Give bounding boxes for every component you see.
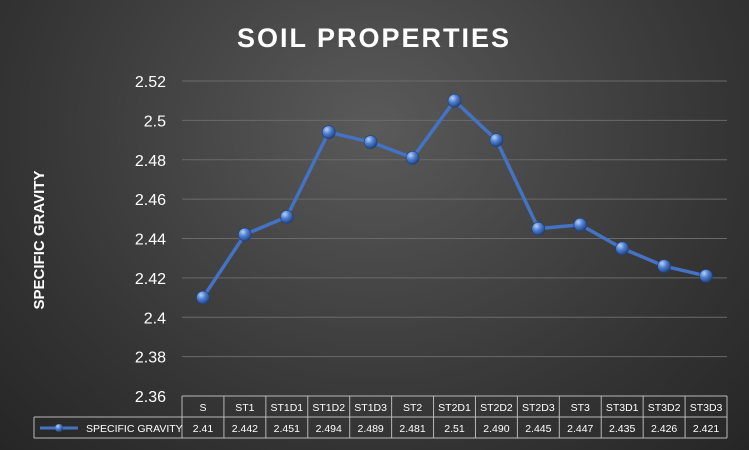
y-tick-label: 2.44 xyxy=(135,232,166,249)
data-value-label: 2.451 xyxy=(274,423,300,435)
category-label: ST2 xyxy=(403,402,422,414)
data-table: S 2.41 ST1 2.442 ST1D1 2.451 ST1D2 2.494 ST1D3 2.… xyxy=(33,395,728,439)
data-value-label: 2.41 xyxy=(193,423,214,435)
data-point xyxy=(196,290,210,305)
gridlines xyxy=(182,80,727,397)
category-label: ST3 xyxy=(571,402,590,414)
category-label: ST2D3 xyxy=(522,402,555,414)
category-label: ST3D3 xyxy=(690,402,723,414)
data-point xyxy=(280,210,294,224)
data-value-label: 2.489 xyxy=(358,423,384,435)
data-point xyxy=(531,221,546,236)
data-value-label: 2.51 xyxy=(444,423,465,435)
category-label: S xyxy=(199,402,206,414)
y-tick-label: 2.36 xyxy=(135,389,166,406)
data-value-label: 2.447 xyxy=(567,423,593,435)
data-point xyxy=(657,259,671,273)
chart-title: SOIL PROPERTIES xyxy=(237,23,511,53)
category-label: ST1D3 xyxy=(354,402,387,414)
y-tick-label: 2.52 xyxy=(135,74,166,91)
data-value-label: 2.481 xyxy=(399,423,425,435)
data-point xyxy=(405,150,420,165)
y-tick-label: 2.42 xyxy=(135,271,166,288)
data-point xyxy=(447,93,462,108)
category-label: ST2D1 xyxy=(438,402,471,414)
legend-marker xyxy=(55,424,63,432)
data-value-label: 2.421 xyxy=(693,423,719,435)
series-specific-gravity xyxy=(196,93,713,305)
data-value-label: 2.490 xyxy=(483,423,509,435)
data-point xyxy=(699,269,713,283)
category-label: ST2D2 xyxy=(480,402,513,414)
y-axis-title: SPECIFIC GRAVITY xyxy=(31,171,48,310)
data-point xyxy=(363,135,378,149)
y-tick-label: 2.46 xyxy=(135,192,166,209)
category-label: ST1 xyxy=(235,402,254,414)
data-value-label: 2.445 xyxy=(525,423,551,435)
legend-label: SPECIFIC GRAVITY xyxy=(86,423,183,435)
y-tick-label: 2.4 xyxy=(144,310,166,327)
y-tick-label: 2.38 xyxy=(135,350,166,367)
category-label: ST1D2 xyxy=(312,402,345,414)
data-value-label: 2.442 xyxy=(232,423,258,435)
data-point xyxy=(573,217,588,232)
data-point xyxy=(238,227,252,242)
y-axis-ticks: 2.36 2.38 2.4 2.42 2.44 2.46 2.48 2.5 2.52 xyxy=(135,74,166,406)
category-label: ST1D1 xyxy=(270,402,303,414)
y-tick-label: 2.5 xyxy=(144,113,166,130)
data-point xyxy=(489,133,504,147)
data-value-label: 2.435 xyxy=(609,423,635,435)
category-label: ST3D1 xyxy=(606,402,639,414)
data-point xyxy=(321,125,336,139)
y-tick-label: 2.48 xyxy=(135,153,166,170)
category-label: ST3D2 xyxy=(648,402,681,414)
data-value-label: 2.494 xyxy=(316,423,342,435)
data-point xyxy=(615,241,629,256)
data-value-label: 2.426 xyxy=(651,423,677,435)
